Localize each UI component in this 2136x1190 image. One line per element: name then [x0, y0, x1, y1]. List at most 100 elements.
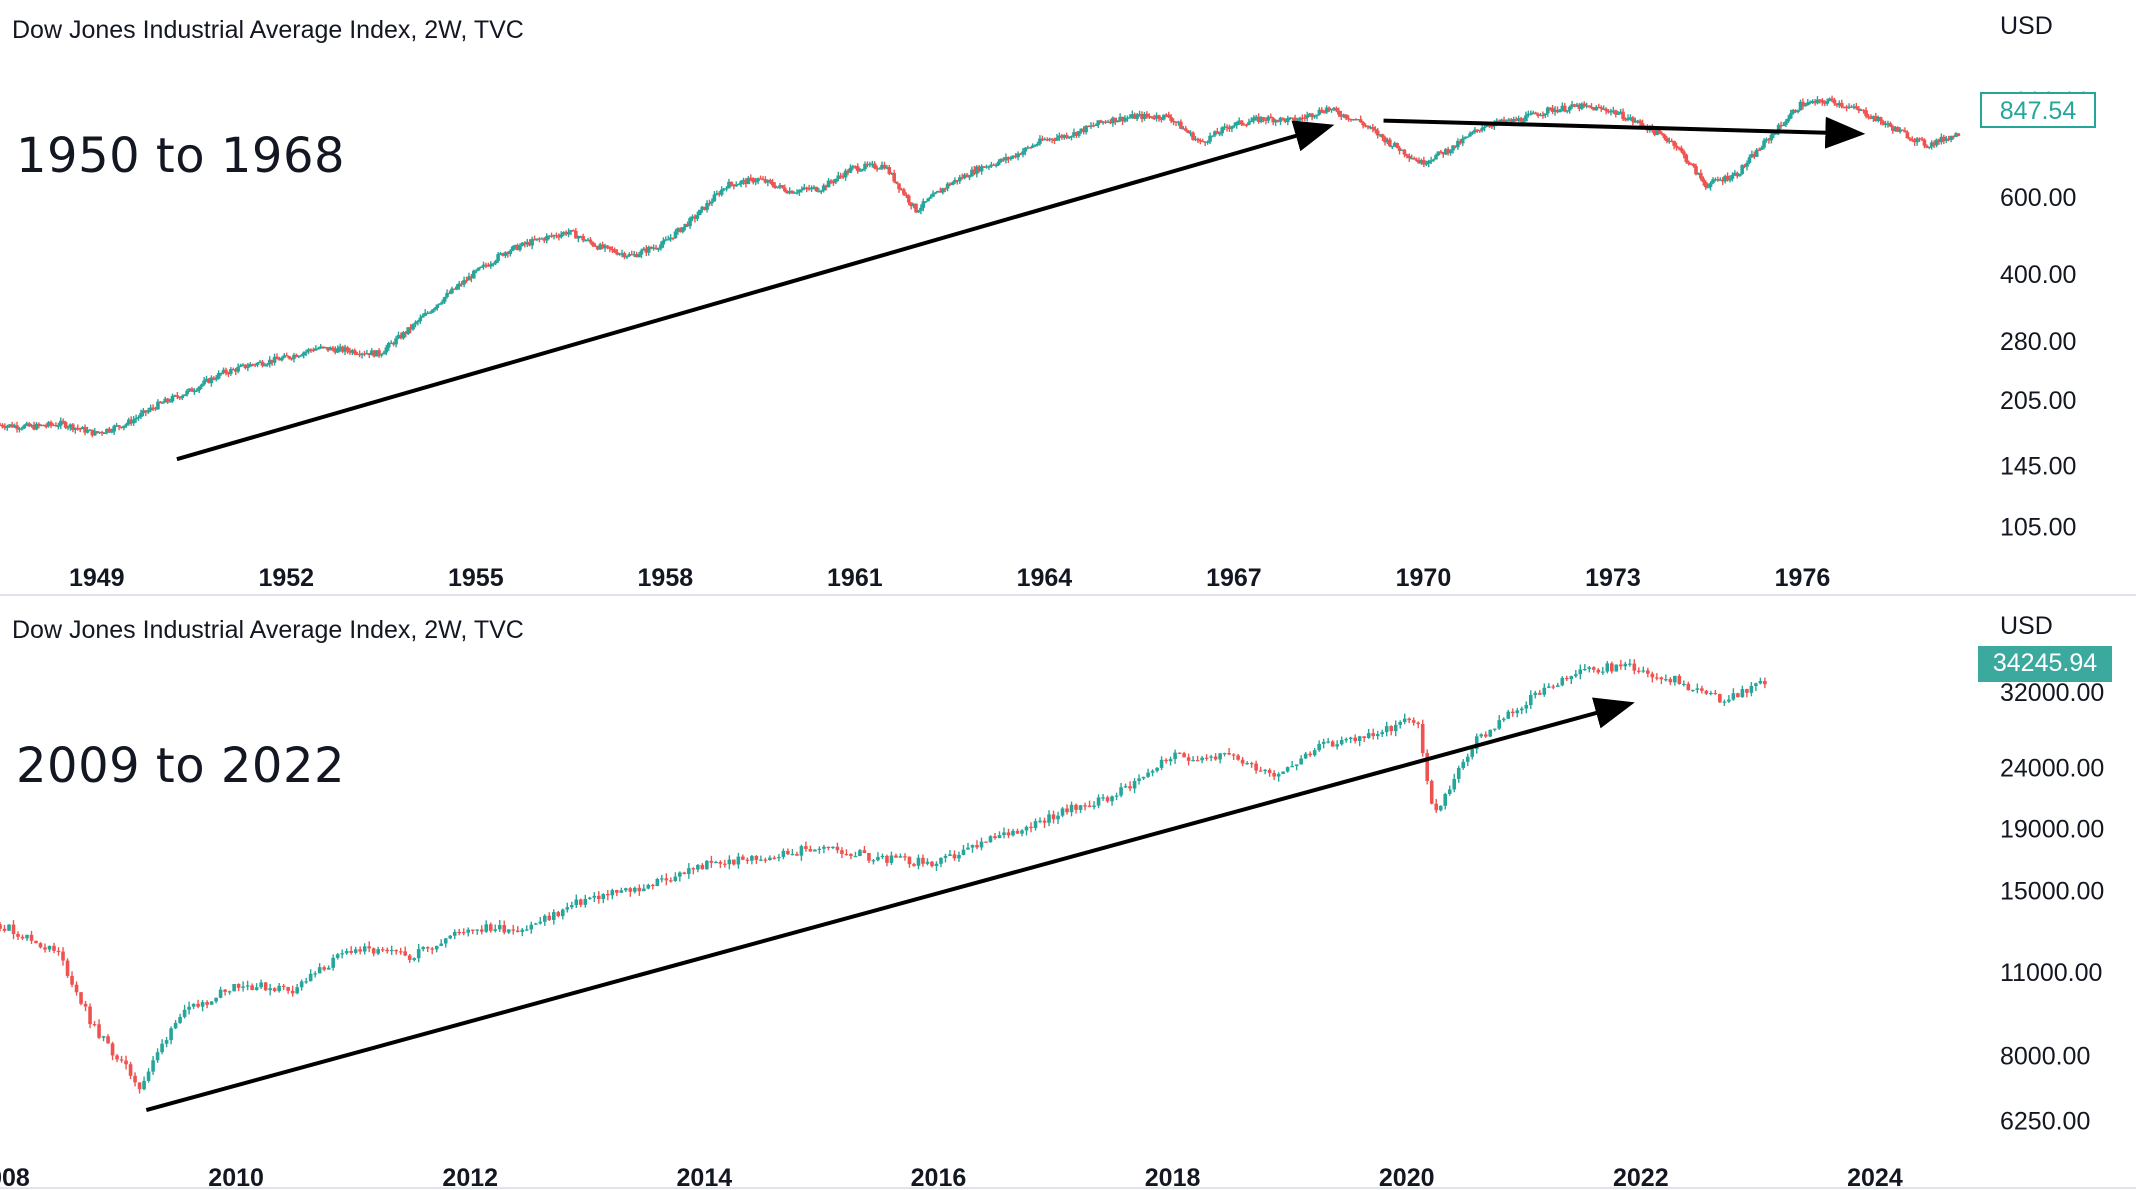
- candle: [841, 172, 845, 179]
- candle: [1810, 99, 1815, 104]
- candle: [196, 999, 200, 1009]
- candle: [744, 178, 748, 188]
- candle: [1456, 765, 1461, 783]
- candle: [880, 853, 885, 859]
- candle: [1696, 172, 1701, 176]
- candle: [180, 394, 185, 401]
- candle: [911, 203, 916, 209]
- candle: [518, 243, 522, 252]
- candle: [1008, 156, 1013, 161]
- candle: [1416, 721, 1421, 729]
- candle: [457, 928, 462, 936]
- candle: [569, 901, 574, 910]
- candle: [362, 943, 367, 955]
- candle: [906, 194, 911, 206]
- candle: [858, 168, 862, 172]
- x-tick-label: 2024: [1847, 1164, 1903, 1190]
- candle: [1619, 659, 1623, 670]
- candle: [547, 912, 552, 922]
- candle: [306, 347, 311, 355]
- candle: [993, 832, 997, 840]
- candle: [1303, 751, 1308, 759]
- candle: [994, 163, 999, 168]
- candle: [736, 183, 741, 186]
- candle: [1842, 106, 1847, 109]
- candle: [1069, 135, 1074, 141]
- candle: [1411, 717, 1416, 726]
- candle: [1689, 162, 1693, 165]
- candle: [1735, 171, 1740, 179]
- candle: [389, 945, 394, 955]
- candle: [282, 352, 287, 359]
- candle: [1558, 109, 1562, 113]
- candle: [1052, 137, 1057, 145]
- candle: [1084, 125, 1088, 135]
- candle: [46, 420, 51, 428]
- candle: [1893, 125, 1898, 132]
- panel-divider[interactable]: [0, 594, 2136, 596]
- candle: [1920, 136, 1924, 141]
- candle: [1956, 133, 1961, 137]
- candle: [1294, 764, 1299, 771]
- price-chart-top[interactable]: 1949 1952 1955 1958 1961 1964 1967 1970 1973 1976…: [0, 0, 2136, 590]
- candle: [1483, 731, 1488, 738]
- candle: [122, 425, 126, 431]
- candle: [1528, 690, 1533, 709]
- candle: [1492, 728, 1497, 732]
- candle: [510, 245, 515, 252]
- candle: [231, 367, 236, 371]
- price-chart-bottom[interactable]: 2008 2010 2012 2014 2016 2018 2020 2022 2024 3200…: [0, 600, 2136, 1190]
- candle: [1227, 124, 1232, 132]
- candle: [126, 417, 131, 426]
- candle: [128, 1061, 133, 1080]
- candle: [1069, 801, 1074, 817]
- candle: [1827, 97, 1832, 102]
- candle: [557, 233, 561, 241]
- candle: [1339, 736, 1344, 746]
- candle: [1635, 119, 1640, 124]
- candle: [479, 266, 483, 269]
- candle: [1375, 730, 1380, 740]
- candle: [1407, 717, 1412, 724]
- candle: [1477, 129, 1482, 133]
- y-tick-label: 8000.00: [2000, 1043, 2090, 1071]
- candle: [246, 362, 250, 372]
- y-tick-label: 105.00: [2000, 514, 2076, 542]
- candle: [529, 921, 534, 934]
- candle: [1745, 160, 1749, 171]
- candle: [759, 855, 763, 862]
- candle: [107, 427, 112, 434]
- candle: [447, 290, 452, 295]
- candle: [51, 423, 56, 427]
- candle: [836, 171, 841, 182]
- candle: [617, 252, 622, 256]
- candle: [1808, 100, 1812, 105]
- candle: [248, 362, 253, 367]
- candle: [1392, 141, 1397, 147]
- candle: [714, 860, 718, 864]
- candle: [870, 160, 875, 168]
- candle: [628, 887, 633, 897]
- candle: [233, 367, 238, 376]
- candle: [583, 894, 588, 908]
- candle: [1389, 725, 1393, 736]
- candle: [1281, 117, 1285, 121]
- candle: [16, 931, 20, 940]
- candle: [1621, 108, 1625, 122]
- candle: [506, 929, 511, 935]
- candle: [129, 416, 134, 426]
- candle: [56, 947, 61, 956]
- candle: [56, 422, 61, 430]
- candle: [464, 276, 469, 284]
- candle: [202, 376, 206, 386]
- candle: [860, 168, 865, 172]
- candle: [187, 388, 192, 393]
- candle: [731, 184, 736, 190]
- candle: [1092, 801, 1096, 810]
- candle: [775, 186, 780, 189]
- candle: [1711, 177, 1715, 185]
- candle: [790, 848, 795, 856]
- candle: [1154, 112, 1159, 122]
- candle: [829, 179, 833, 185]
- candle: [1664, 674, 1668, 682]
